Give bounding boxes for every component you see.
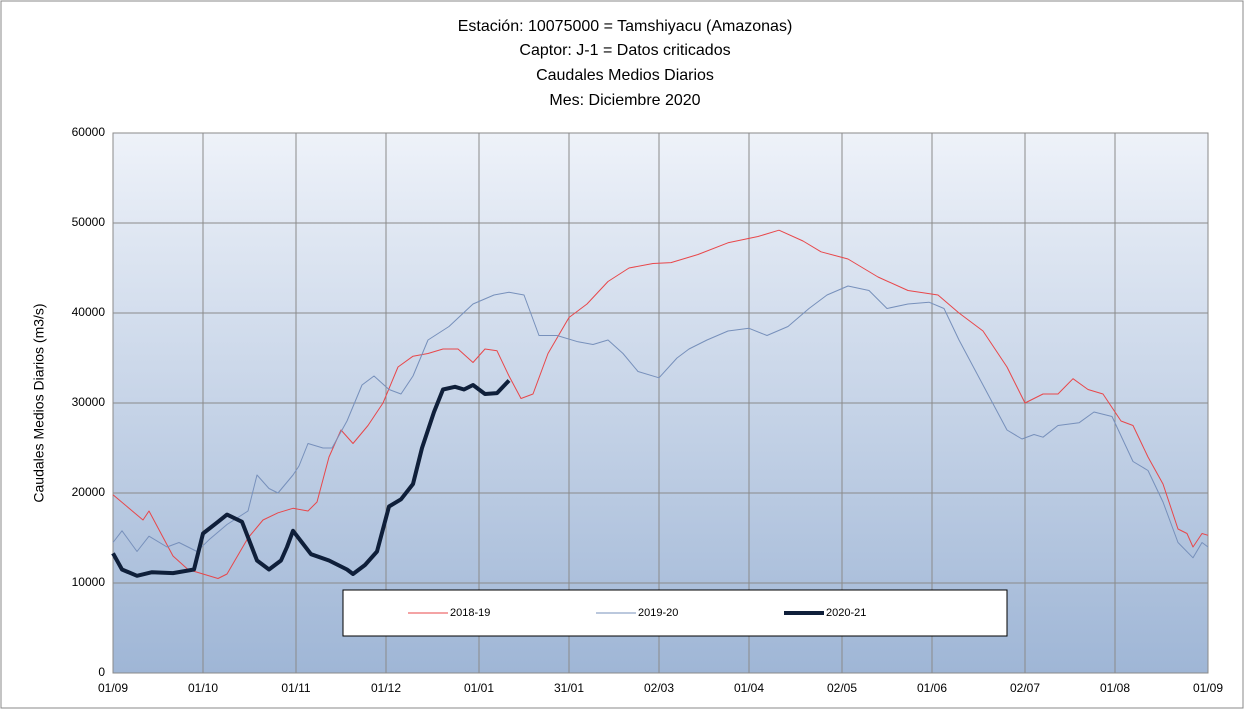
title-line: Captor: J-1 = Datos criticados xyxy=(519,42,730,59)
x-tick-label: 01/09 xyxy=(98,681,128,695)
x-tick-label: 01/06 xyxy=(917,681,947,695)
y-tick-label: 50000 xyxy=(72,215,106,229)
x-tick-label: 01/08 xyxy=(1100,681,1130,695)
y-tick-label: 0 xyxy=(98,665,105,679)
title-line: Mes: Diciembre 2020 xyxy=(549,92,700,109)
y-axis-label: Caudales Medios Diarios (m3/s) xyxy=(31,303,47,502)
legend-label: 2018-19 xyxy=(450,607,490,619)
y-tick-label: 20000 xyxy=(72,485,106,499)
x-tick-label: 01/11 xyxy=(281,681,310,695)
legend-label: 2020-21 xyxy=(826,607,866,619)
x-tick-label: 01/10 xyxy=(188,681,218,695)
x-tick-label: 01/01 xyxy=(464,681,494,695)
y-tick-label: 60000 xyxy=(72,125,106,139)
title-line: Caudales Medios Diarios xyxy=(536,67,714,84)
x-tick-label: 01/04 xyxy=(734,681,764,695)
x-tick-label: 01/09 xyxy=(1193,681,1223,695)
x-tick-label: 02/07 xyxy=(1010,681,1040,695)
series-line xyxy=(112,229,1209,579)
y-tick-label: 30000 xyxy=(72,395,106,409)
x-tick-label: 02/05 xyxy=(827,681,857,695)
legend-label: 2019-20 xyxy=(638,607,678,619)
title-line: Estación: 10075000 = Tamshiyacu (Amazona… xyxy=(458,18,793,35)
x-tick-label: 31/01 xyxy=(554,681,584,695)
legend-box xyxy=(342,589,1008,637)
y-tick-label: 40000 xyxy=(72,305,106,319)
x-tick-label: 02/03 xyxy=(644,681,674,695)
series-line xyxy=(111,379,511,578)
series-line xyxy=(112,285,1209,559)
x-tick-label: 01/12 xyxy=(371,681,401,695)
y-tick-label: 10000 xyxy=(72,575,106,589)
